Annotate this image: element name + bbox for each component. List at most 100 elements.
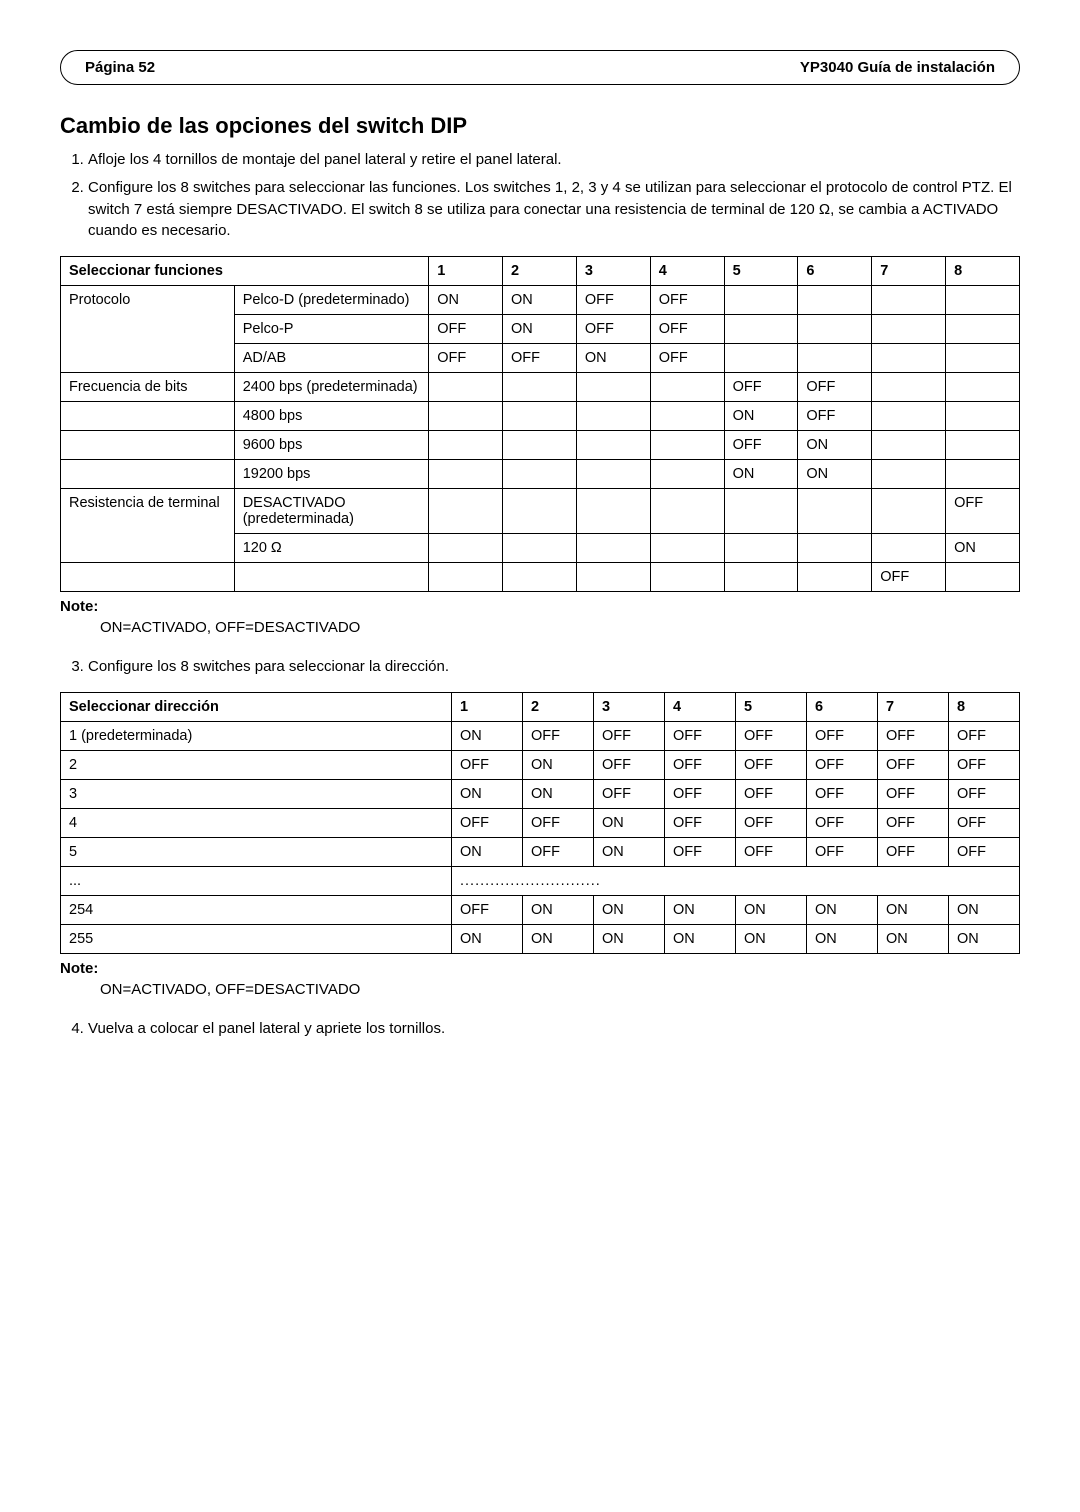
cell	[798, 534, 872, 563]
table-row: 19200 bps ON ON	[61, 460, 1020, 489]
cell	[946, 344, 1020, 373]
functions-header-label: Seleccionar funciones	[61, 257, 429, 286]
cell: ON	[946, 534, 1020, 563]
table-header-row: Seleccionar dirección 1 2 3 4 5 6 7 8	[61, 692, 1020, 721]
table-row: Resistencia de terminal DESACTIVADO (pre…	[61, 489, 1020, 534]
cell	[872, 373, 946, 402]
cell: OFF	[878, 750, 949, 779]
cell: ON	[523, 779, 594, 808]
note-label-2: Note:	[60, 960, 1020, 977]
cell: ON	[576, 344, 650, 373]
page-header: Página 52 YP3040 Guía de instalación	[60, 50, 1020, 85]
cell: OFF	[724, 373, 798, 402]
cell: OFF	[665, 721, 736, 750]
cell: OFF	[872, 563, 946, 592]
cell	[429, 431, 503, 460]
note-text-1: ON=ACTIVADO, OFF=DESACTIVADO	[100, 619, 1020, 636]
cell	[946, 286, 1020, 315]
cell	[798, 344, 872, 373]
cell: OFF	[878, 779, 949, 808]
table-row: OFF	[61, 563, 1020, 592]
cell: OFF	[949, 750, 1020, 779]
section-title: Cambio de las opciones del switch DIP	[60, 113, 1020, 139]
note-text-2: ON=ACTIVADO, OFF=DESACTIVADO	[100, 981, 1020, 998]
col-3: 3	[576, 257, 650, 286]
doc-title: YP3040 Guía de instalación	[800, 59, 995, 76]
address-table: Seleccionar dirección 1 2 3 4 5 6 7 8 1 …	[60, 692, 1020, 954]
subcategory-cell: 2400 bps (predeterminada)	[234, 373, 429, 402]
table-row: 254 OFF ON ON ON ON ON ON ON	[61, 895, 1020, 924]
cell	[576, 402, 650, 431]
cell	[798, 315, 872, 344]
cell: OFF	[452, 750, 523, 779]
cell: OFF	[949, 779, 1020, 808]
col-5: 5	[736, 692, 807, 721]
cell	[650, 431, 724, 460]
note-label-1: Note:	[60, 598, 1020, 615]
addr-label: 1 (predeterminada)	[61, 721, 452, 750]
cell: OFF	[650, 344, 724, 373]
cell	[429, 534, 503, 563]
cell: OFF	[878, 837, 949, 866]
cell: OFF	[429, 315, 503, 344]
cell	[429, 373, 503, 402]
cell: OFF	[946, 489, 1020, 534]
cell: OFF	[503, 344, 577, 373]
addr-label: 2	[61, 750, 452, 779]
cell	[724, 489, 798, 534]
table-row: 4800 bps ON OFF	[61, 402, 1020, 431]
cell: ON	[807, 895, 878, 924]
cell: OFF	[576, 286, 650, 315]
col-8: 8	[946, 257, 1020, 286]
cell	[724, 286, 798, 315]
cell: ON	[949, 924, 1020, 953]
cell	[429, 489, 503, 534]
table-row-ellipsis: ... ............................	[61, 866, 1020, 895]
ellipsis-dots: ............................	[452, 866, 1020, 895]
cell: ON	[503, 315, 577, 344]
cell: OFF	[807, 808, 878, 837]
col-1: 1	[452, 692, 523, 721]
cell	[503, 460, 577, 489]
cell: OFF	[576, 315, 650, 344]
cell	[946, 402, 1020, 431]
cell	[650, 402, 724, 431]
cell: OFF	[736, 721, 807, 750]
cell: ON	[665, 895, 736, 924]
table-row: 3 ON ON OFF OFF OFF OFF OFF OFF	[61, 779, 1020, 808]
cell: OFF	[523, 837, 594, 866]
cell	[798, 563, 872, 592]
cell: OFF	[736, 808, 807, 837]
step-3: Configure los 8 switches para selecciona…	[88, 656, 1020, 678]
functions-table: Seleccionar funciones 1 2 3 4 5 6 7 8 Pr…	[60, 256, 1020, 592]
subcategory-cell: DESACTIVADO (predeterminada)	[234, 489, 429, 534]
col-6: 6	[798, 257, 872, 286]
table-row: Protocolo Pelco-D (predeterminado) ON ON…	[61, 286, 1020, 315]
cell: OFF	[665, 779, 736, 808]
cell	[576, 489, 650, 534]
col-7: 7	[872, 257, 946, 286]
cell: OFF	[798, 402, 872, 431]
cell: OFF	[878, 721, 949, 750]
cell: OFF	[650, 286, 724, 315]
col-5: 5	[724, 257, 798, 286]
steps-list-2: Configure los 8 switches para selecciona…	[60, 656, 1020, 678]
cell: OFF	[665, 750, 736, 779]
category-cell-empty	[61, 431, 235, 460]
addr-label: 255	[61, 924, 452, 953]
cell: ON	[798, 431, 872, 460]
address-header-label: Seleccionar dirección	[61, 692, 452, 721]
cell	[576, 460, 650, 489]
cell	[872, 315, 946, 344]
category-cell-empty	[61, 563, 235, 592]
cell: ON	[724, 460, 798, 489]
cell	[503, 534, 577, 563]
cell: OFF	[807, 721, 878, 750]
cell	[872, 489, 946, 534]
cell	[946, 431, 1020, 460]
step-4: Vuelva a colocar el panel lateral y apri…	[88, 1018, 1020, 1040]
cell: OFF	[798, 373, 872, 402]
cell	[798, 489, 872, 534]
step-1: Afloje los 4 tornillos de montaje del pa…	[88, 149, 1020, 171]
cell: ON	[452, 721, 523, 750]
